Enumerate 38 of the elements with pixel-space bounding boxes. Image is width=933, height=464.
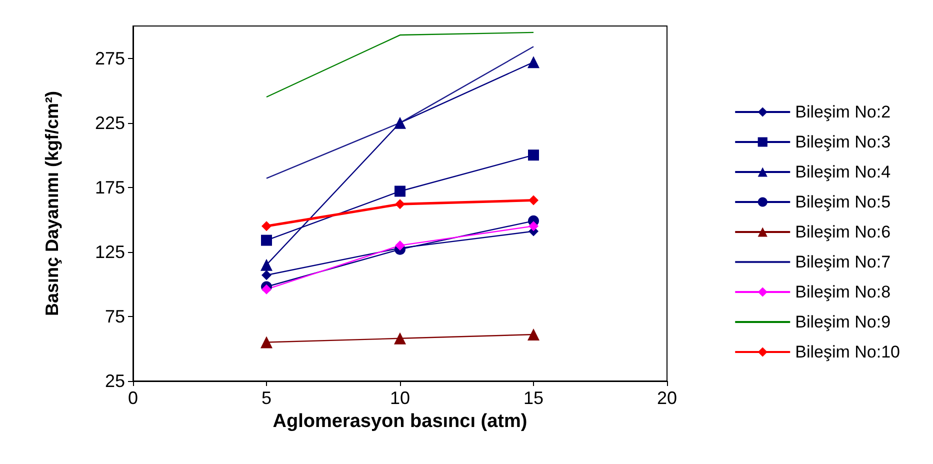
legend-label: Bileşim No:7 xyxy=(795,252,891,272)
point xyxy=(262,270,272,280)
legend-label: Bileşim No:5 xyxy=(795,192,891,212)
point xyxy=(395,199,405,210)
point xyxy=(395,240,405,250)
y-axis-title: Basınç Dayanımı (kgf/cm²) xyxy=(42,90,62,316)
legend-label: Bileşim No:10 xyxy=(795,342,900,362)
point xyxy=(260,336,272,348)
legend-label: Bileşim No:8 xyxy=(795,282,891,302)
point xyxy=(394,116,406,129)
legend-label: Bileşim No:3 xyxy=(795,132,891,152)
point xyxy=(262,221,272,232)
point xyxy=(528,150,539,161)
point xyxy=(394,186,406,197)
point xyxy=(528,328,540,341)
x-tick-label: 10 xyxy=(390,388,410,408)
legend-label: Bileşim No:6 xyxy=(795,222,891,242)
point xyxy=(262,284,272,294)
y-tick-label: 25 xyxy=(104,371,125,391)
legend-label: Bileşim No:4 xyxy=(795,162,891,182)
point xyxy=(394,332,406,344)
legend-label: Bileşim No:9 xyxy=(795,312,891,332)
legend-label: Bileşim No:2 xyxy=(795,102,891,122)
point xyxy=(261,234,272,246)
x-tick-label: 20 xyxy=(656,388,678,408)
y-tick-label: 125 xyxy=(94,242,125,262)
x-tick-label: 5 xyxy=(261,388,272,408)
y-tick-label: 275 xyxy=(94,48,125,68)
x-tick-label: 15 xyxy=(523,388,544,408)
point xyxy=(528,56,540,68)
point xyxy=(528,221,538,232)
y-tick-label: 75 xyxy=(104,306,125,326)
y-tick-label: 175 xyxy=(94,177,125,198)
point xyxy=(260,258,272,271)
y-tick-label: 225 xyxy=(94,112,125,133)
x-tick-label: 0 xyxy=(128,388,138,408)
x-axis-title: Aglomerasyon basıncı (atm) xyxy=(272,410,528,432)
point xyxy=(528,195,538,206)
